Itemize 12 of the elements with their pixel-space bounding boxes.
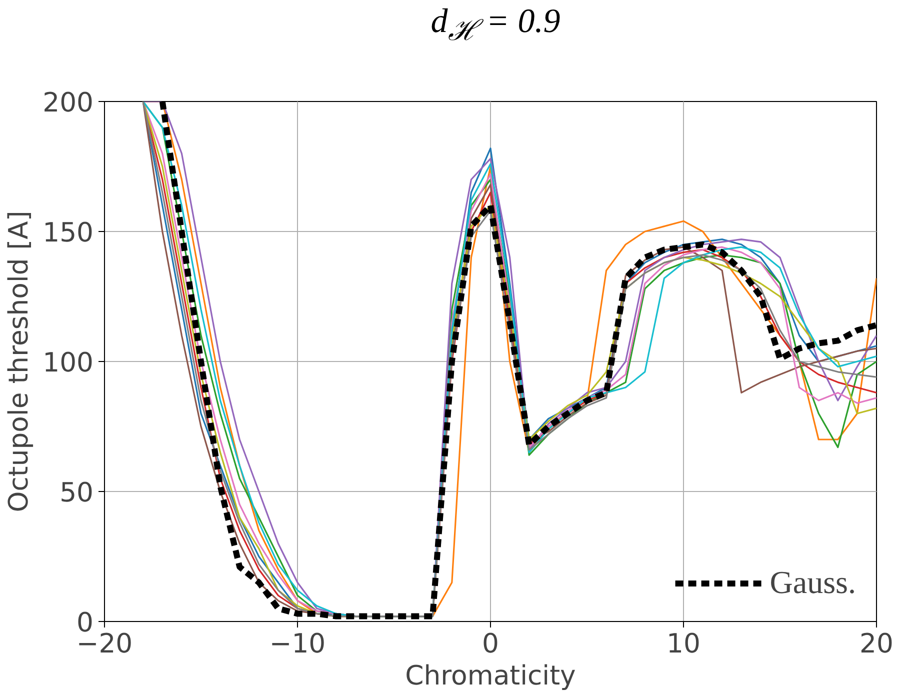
legend-label: Gauss.	[770, 564, 856, 601]
x-tick-label: −10	[269, 628, 326, 660]
y-tick-label: 150	[42, 218, 94, 248]
y-axis-title: Octupole threshold [A]	[4, 210, 35, 512]
y-tick-label: 100	[42, 348, 94, 378]
y-tick-label: 200	[42, 88, 94, 118]
x-tick-label: 10	[666, 628, 700, 660]
chart-title: d$_{ℋ}$ = 0.9	[430, 2, 560, 49]
x-tick-label: 20	[860, 628, 894, 660]
x-axis-title: Chromaticity	[405, 660, 576, 692]
x-tick-label: 0	[482, 628, 499, 660]
y-tick-label: 50	[60, 478, 94, 508]
